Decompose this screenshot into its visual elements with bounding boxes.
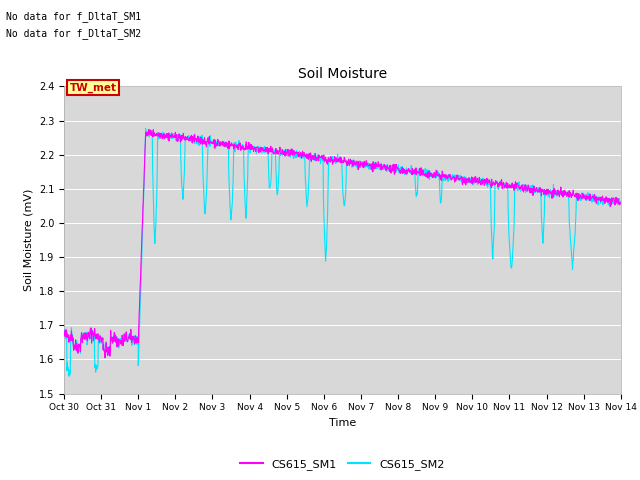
CS615_SM2 <box>65 373 73 379</box>
Line: CS615_SM1: CS615_SM1 <box>64 130 621 358</box>
Line: CS615_SM2: CS615_SM2 <box>64 129 621 376</box>
Text: TW_met: TW_met <box>70 83 116 93</box>
CS615_SM1 <box>101 355 109 360</box>
CS615_SM1 <box>326 157 333 163</box>
X-axis label: Time: Time <box>329 418 356 428</box>
CS615_SM2 <box>60 331 68 336</box>
CS615_SM2 <box>432 167 440 173</box>
CS615_SM1 <box>617 201 625 207</box>
CS615_SM2 <box>617 200 625 206</box>
CS615_SM1 <box>145 127 152 132</box>
CS615_SM1 <box>60 331 68 337</box>
Legend: CS615_SM1, CS615_SM2: CS615_SM1, CS615_SM2 <box>236 454 449 474</box>
CS615_SM2 <box>153 197 161 203</box>
Text: No data for f_DltaT_SM2: No data for f_DltaT_SM2 <box>6 28 141 39</box>
CS615_SM1 <box>153 131 161 136</box>
Y-axis label: Soil Moisture (mV): Soil Moisture (mV) <box>23 189 33 291</box>
CS615_SM1 <box>116 338 124 344</box>
Title: Soil Moisture: Soil Moisture <box>298 67 387 81</box>
CS615_SM2 <box>86 327 94 333</box>
CS615_SM1 <box>520 185 528 191</box>
CS615_SM1 <box>86 329 94 335</box>
Text: No data for f_DltaT_SM1: No data for f_DltaT_SM1 <box>6 11 141 22</box>
CS615_SM2 <box>520 181 528 187</box>
CS615_SM2 <box>142 126 150 132</box>
CS615_SM2 <box>326 159 333 165</box>
CS615_SM1 <box>432 170 440 176</box>
CS615_SM2 <box>116 337 124 343</box>
